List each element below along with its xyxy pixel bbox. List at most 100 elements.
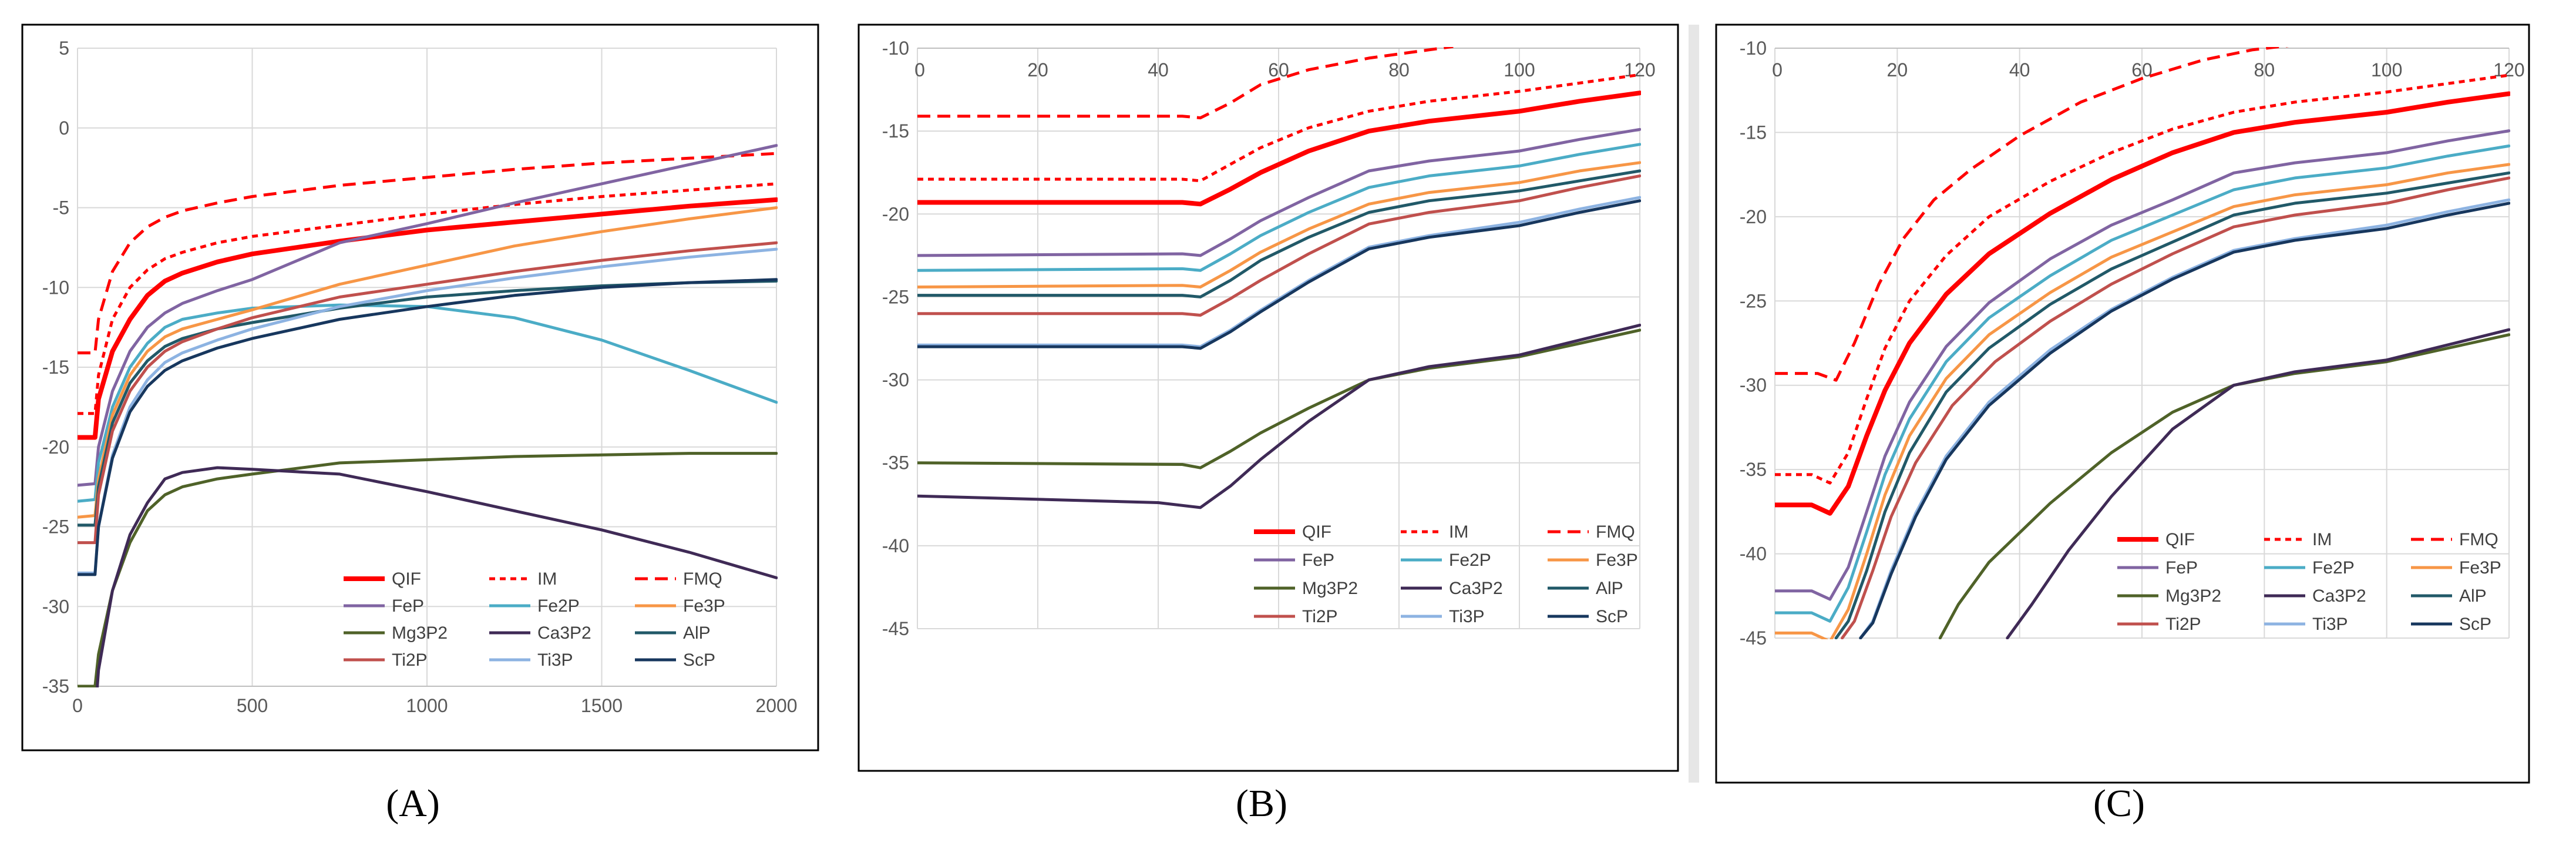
legend-label-fmq: FMQ bbox=[1596, 522, 1635, 542]
series-group bbox=[917, 47, 1641, 509]
series-line-qif bbox=[78, 197, 778, 440]
legend-label-qif: QIF bbox=[1302, 522, 1331, 542]
series-line-alp bbox=[1834, 171, 2510, 639]
series-line-ca3p2 bbox=[2006, 328, 2510, 639]
y-tick-label: 5 bbox=[59, 38, 69, 59]
x-tick-label: 80 bbox=[2254, 59, 2275, 80]
x-tick-label: 0 bbox=[72, 695, 83, 716]
y-tick-label: -45 bbox=[882, 618, 909, 639]
series-line-ti2p bbox=[917, 174, 1641, 317]
series-line-fep bbox=[1775, 129, 2510, 601]
y-tick-label: -25 bbox=[1740, 290, 1767, 311]
panel-c-frame bbox=[1715, 24, 2530, 784]
panel-b-chart: -10 -15 -20 -25 -30 -35 -40 -45 0 20 40 60 80 100 120 Q… bbox=[882, 38, 1656, 639]
y-tick-label: -10 bbox=[882, 38, 909, 59]
y-tick-label: -25 bbox=[882, 286, 909, 307]
x-tick-label: 0 bbox=[914, 59, 925, 80]
panel-separator bbox=[1689, 25, 1699, 783]
legend-label-mg3p2: Mg3P2 bbox=[2165, 586, 2221, 606]
panel-c-chart: -10-15-20-25-30-35-40-450 20 40 60 80 100 120Q… bbox=[1740, 38, 2525, 649]
y-tick-label: -15 bbox=[42, 357, 69, 378]
panel-b-frame bbox=[857, 24, 1679, 772]
x-tick-label: 120 bbox=[2493, 59, 2524, 80]
y-tick-label: -10 bbox=[1740, 38, 1767, 59]
y-tick-label: -5 bbox=[53, 197, 69, 219]
panel-label-b: (B) bbox=[1236, 782, 1287, 825]
y-tick-label: 0 bbox=[59, 118, 69, 139]
x-tick-label: 60 bbox=[1268, 59, 1289, 80]
legend-label-fe3p: Fe3P bbox=[2459, 558, 2501, 578]
y-tick-label: -45 bbox=[1740, 627, 1767, 649]
x-tick-label: 1000 bbox=[406, 695, 448, 716]
series-line-ca3p2 bbox=[917, 323, 1641, 509]
legend-label-mg3p2: Mg3P2 bbox=[1302, 579, 1358, 598]
y-tick-label: -25 bbox=[42, 516, 69, 538]
series-line-fe2p bbox=[78, 303, 778, 503]
series-line-alp bbox=[78, 279, 778, 527]
legend-label-im: IM bbox=[537, 569, 557, 589]
y-tick-label: -15 bbox=[1740, 122, 1767, 143]
series-line-fe2p bbox=[917, 143, 1641, 272]
legend-label-ca3p2: Ca3P2 bbox=[2312, 586, 2366, 606]
y-tick-label: -30 bbox=[1740, 375, 1767, 396]
legend-label-fmq: FMQ bbox=[2459, 530, 2498, 549]
series-group bbox=[78, 144, 778, 687]
x-tick-label: 40 bbox=[1148, 59, 1169, 80]
y-tick-label: -10 bbox=[42, 277, 69, 298]
legend-label-fmq: FMQ bbox=[683, 569, 722, 589]
series-line-fe3p bbox=[78, 206, 778, 519]
legend-label-qif: QIF bbox=[392, 569, 421, 589]
series-group bbox=[1775, 47, 2510, 639]
legend-label-scp: ScP bbox=[1596, 607, 1628, 626]
legend-label-ti2p: Ti2P bbox=[2165, 615, 2201, 634]
y-tick-label: -20 bbox=[882, 203, 909, 224]
legend-label-fep: FeP bbox=[1302, 551, 1334, 570]
y-tick-label: -20 bbox=[42, 437, 69, 458]
legend-label-ca3p2: Ca3P2 bbox=[1449, 579, 1503, 598]
x-tick-label: 20 bbox=[1887, 59, 1908, 80]
legend-label-fep: FeP bbox=[2165, 558, 2198, 578]
x-tick-label: 500 bbox=[237, 695, 268, 716]
series-line-fmq bbox=[917, 47, 1454, 120]
panel-a-chart: 50-5-10-15-20-25-30-350 500 1000 1500 2000QI… bbox=[42, 38, 798, 716]
y-tick-label: -20 bbox=[1740, 206, 1767, 227]
legend-label-im: IM bbox=[2312, 530, 2332, 549]
series-line-ca3p2 bbox=[96, 466, 778, 687]
series-line-alp bbox=[917, 169, 1641, 298]
legend-label-mg3p2: Mg3P2 bbox=[392, 623, 448, 643]
series-line-scp bbox=[1859, 202, 2510, 639]
legend-label-im: IM bbox=[1449, 522, 1468, 542]
series-line-fmq bbox=[1775, 47, 2289, 382]
x-tick-label: 0 bbox=[1772, 59, 1783, 80]
x-tick-label: 120 bbox=[1624, 59, 1655, 80]
legend-label-ca3p2: Ca3P2 bbox=[537, 623, 591, 643]
legend-label-ti3p: Ti3P bbox=[2312, 615, 2348, 634]
y-tick-label: -30 bbox=[42, 596, 69, 617]
panel-label-a: (A) bbox=[386, 782, 440, 825]
series-line-im bbox=[78, 182, 777, 415]
series-line-fep bbox=[78, 144, 778, 487]
legend-label-alp: AlP bbox=[2459, 586, 2487, 606]
series-line-im bbox=[1775, 73, 2510, 485]
legend-label-fe2p: Fe2P bbox=[2312, 558, 2355, 578]
series-line-qif bbox=[1775, 91, 2510, 516]
y-tick-label: -30 bbox=[882, 370, 909, 391]
series-line-qif bbox=[917, 90, 1641, 207]
x-tick-label: 2000 bbox=[755, 695, 797, 716]
series-line-mg3p2 bbox=[1938, 333, 2510, 639]
series-line-ti2p bbox=[78, 241, 778, 545]
x-tick-label: 40 bbox=[2009, 59, 2030, 80]
y-tick-label: -40 bbox=[1740, 543, 1767, 565]
x-tick-label: 80 bbox=[1388, 59, 1410, 80]
x-tick-label: 100 bbox=[2371, 59, 2402, 80]
legend-label-fep: FeP bbox=[392, 596, 424, 616]
legend-label-scp: ScP bbox=[683, 650, 715, 670]
legend-label-alp: AlP bbox=[1596, 579, 1623, 598]
x-tick-label: 1500 bbox=[581, 695, 623, 716]
legend-label-ti3p: Ti3P bbox=[1449, 607, 1485, 626]
legend-label-scp: ScP bbox=[2459, 615, 2491, 634]
series-line-fe2p bbox=[1775, 144, 2510, 623]
series-line-fe3p bbox=[1775, 163, 2510, 639]
series-line-ti2p bbox=[1841, 176, 2510, 639]
